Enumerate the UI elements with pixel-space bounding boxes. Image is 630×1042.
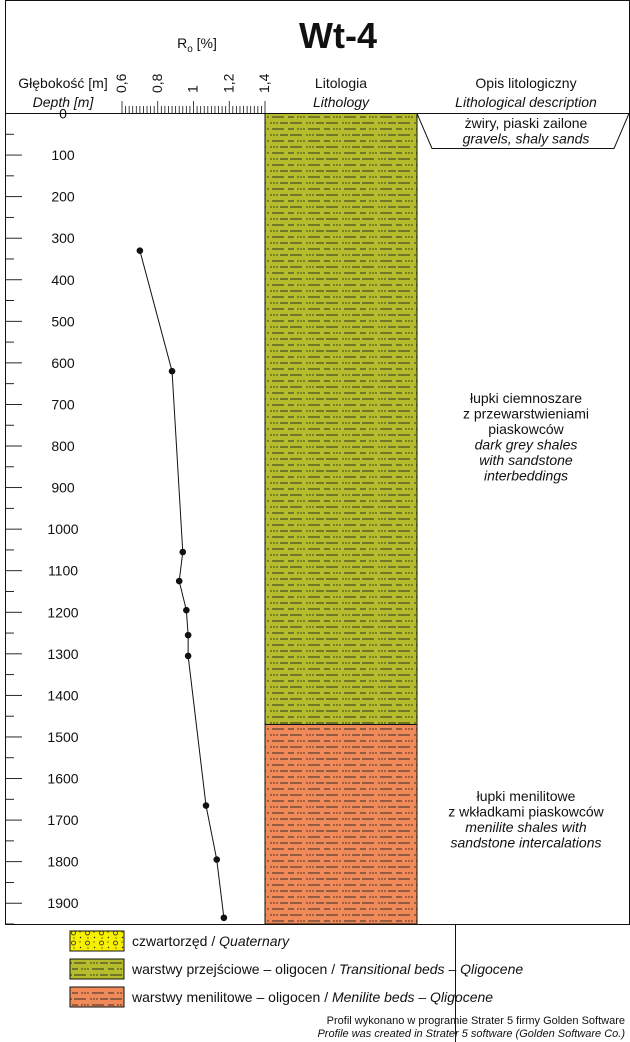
lithology-header-en: Lithology	[313, 94, 370, 110]
depth-tick-label: 1400	[47, 687, 78, 703]
legend-swatch	[69, 986, 125, 1008]
ro-data-point	[168, 367, 176, 375]
legend-swatch	[69, 958, 125, 980]
depth-tick-label: 1600	[47, 771, 78, 787]
ro-tick-label: 0,8	[149, 73, 165, 93]
ro-tick-label: 1	[185, 85, 201, 93]
credit-en: Profile was created in Strater 5 softwar…	[317, 1028, 625, 1040]
description-line-en: interbeddings	[484, 468, 568, 484]
depth-axis-label-pl: Głębokość [m]	[18, 75, 107, 91]
depth-axis-ticks: 0 100 200 300 400 500 600 700 800 900 1000 1100 1200…	[6, 106, 79, 925]
ro-data-point	[175, 577, 183, 585]
ro-tick-label: 0,6	[113, 73, 129, 93]
chart-title: Wt-4	[299, 15, 377, 56]
lithology-layer	[264, 113, 418, 725]
depth-tick-label: 1800	[47, 854, 78, 870]
ro-tick-label: 1,2	[220, 73, 236, 93]
depth-tick-label: 500	[51, 313, 75, 329]
description-header-pl: Opis litologiczny	[475, 75, 576, 91]
depth-tick-label: 1500	[47, 729, 78, 745]
depth-tick-label: 100	[51, 147, 75, 163]
description-line: z przewarstwieniami	[463, 406, 589, 422]
ro-data-point	[202, 802, 210, 809]
description-line: z wkładkami piaskowców	[448, 804, 604, 820]
depth-tick-label: 1000	[47, 521, 78, 537]
ro-series	[136, 247, 228, 922]
ro-axis-ticks: 0,6 0,8 1 1,2 1,4	[113, 73, 272, 113]
description-line-en: dark grey shales	[475, 437, 578, 453]
description-line: łupki menilitowe	[477, 788, 576, 804]
description-line-en: sandstone intercalations	[451, 835, 602, 851]
legend: czwartorzęd / Quaternary warstwy przejści…	[69, 930, 523, 1008]
legend-label: czwartorzęd / Quaternary	[132, 933, 290, 949]
ro-data-point	[220, 914, 228, 922]
depth-tick-label: 800	[51, 438, 75, 454]
depth-tick-label: 1700	[47, 812, 78, 828]
ro-data-point	[184, 631, 192, 639]
depth-tick-label: 200	[51, 189, 75, 205]
description-line-en: gravels, shaly sands	[463, 131, 590, 147]
legend-label: warstwy przejściowe – oligocen / Transit…	[131, 961, 523, 977]
legend-swatch	[69, 930, 125, 952]
depth-tick-label: 0	[59, 106, 67, 122]
depth-axis-label-en: Depth [m]	[33, 94, 95, 110]
depth-tick-label: 1300	[47, 646, 78, 662]
ro-data-point	[213, 856, 221, 863]
ro-tick-label: 1,4	[256, 73, 272, 93]
ro-data-point	[136, 247, 144, 254]
ro-series-line	[139, 250, 225, 918]
ro-data-point	[184, 652, 192, 660]
lithology-layer	[264, 723, 418, 925]
ro-data-point	[183, 606, 190, 614]
lithology-column	[264, 113, 418, 925]
description-line-en: with sandstone	[479, 452, 573, 468]
depth-tick-label: 1900	[47, 895, 78, 911]
description-line: piaskowców	[488, 421, 564, 437]
depth-tick-label: 900	[51, 480, 75, 496]
description-header-en: Lithological description	[455, 94, 597, 110]
description-line: łupki ciemnoszare	[470, 390, 582, 406]
ro-data-point	[179, 548, 187, 556]
depth-tick-label: 1200	[47, 604, 78, 620]
surface-callout	[416, 113, 630, 149]
depth-tick-label: 700	[51, 396, 75, 412]
description-line: żwiry, piaski zailone	[465, 115, 588, 131]
depth-tick-label: 600	[51, 355, 75, 371]
legend-label: warstwy menilitowe – oligocen / Menilite…	[131, 989, 493, 1005]
depth-tick-label: 1100	[48, 563, 78, 579]
credit-pl: Profil wykonano w programie Strater 5 fi…	[327, 1015, 625, 1027]
depth-tick-label: 400	[51, 272, 75, 288]
lithology-header-pl: Litologia	[315, 75, 367, 91]
depth-tick-label: 300	[51, 230, 75, 246]
ro-axis-label: Ro [%]	[177, 35, 217, 55]
description-line-en: menilite shales with	[465, 819, 587, 835]
